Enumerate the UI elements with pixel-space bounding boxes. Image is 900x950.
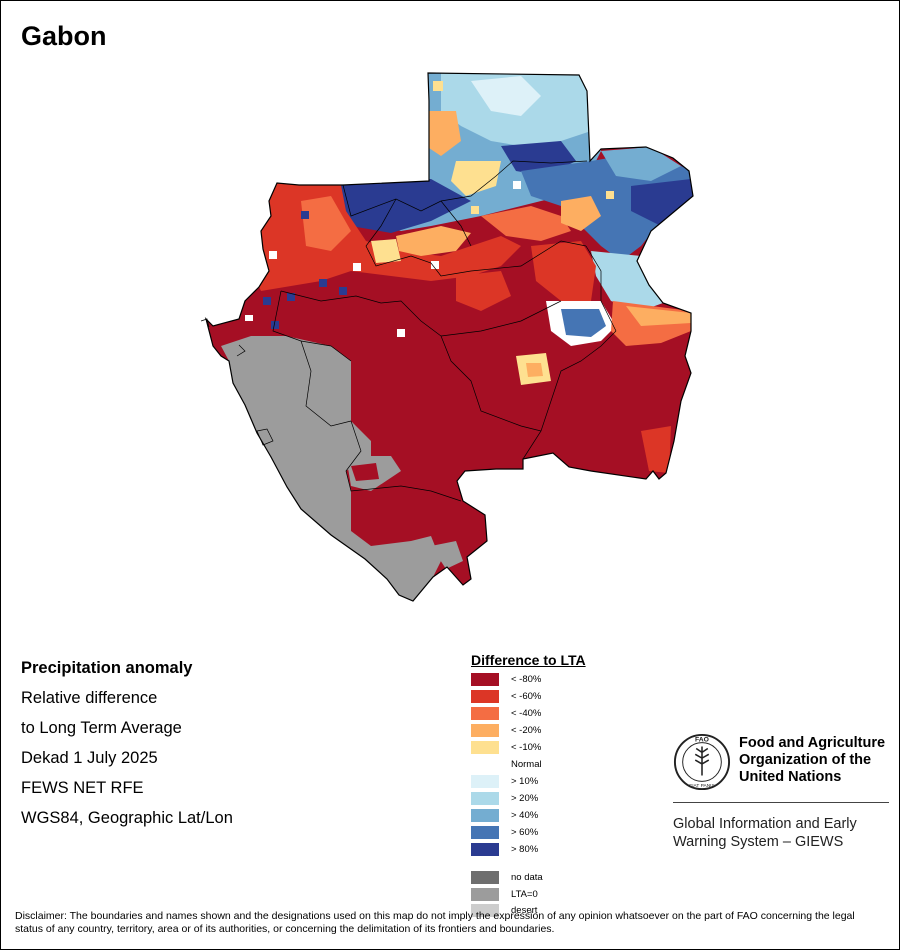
legend-item: > 60%	[471, 825, 538, 839]
fao-motto-text: FIAT PANIS	[689, 783, 715, 789]
legend-item: Normal	[511, 757, 542, 771]
legend-item: > 40%	[471, 808, 538, 822]
giews-line: Warning System – GIEWS	[673, 834, 844, 850]
legend-swatch	[471, 825, 499, 839]
legend-label: < -20%	[511, 724, 542, 736]
map-info: Precipitation anomaly Relative differenc…	[21, 657, 233, 837]
disclaimer: Disclaimer: The boundaries and names sho…	[15, 910, 855, 935]
legend-swatch	[471, 672, 499, 686]
fao-logo-text: FAO	[695, 737, 709, 744]
fao-name-line: Organization of the	[739, 752, 872, 768]
legend-label: < -80%	[511, 673, 542, 685]
legend-swatch	[471, 808, 499, 822]
legend-swatch	[471, 791, 499, 805]
legend-item: no data	[471, 870, 543, 884]
legend-item: > 80%	[471, 842, 538, 856]
giews-name: Global Information and Early Warning Sys…	[673, 815, 893, 851]
info-line: to Long Term Average	[21, 719, 182, 737]
legend-label: LTA=0	[511, 888, 538, 900]
legend-label: > 20%	[511, 792, 539, 804]
giews-line: Global Information and Early	[673, 816, 857, 832]
legend-swatch	[471, 723, 499, 737]
info-line: Relative difference	[21, 689, 158, 707]
fao-logo-icon: FAO FIAT PANIS	[673, 733, 731, 791]
legend-item: < -10%	[471, 740, 541, 754]
fao-name-line: United Nations	[739, 769, 842, 785]
legend-swatch	[471, 903, 499, 917]
fao-divider	[673, 802, 889, 803]
legend-item: < -80%	[471, 672, 541, 686]
legend-label: < -40%	[511, 707, 542, 719]
fao-name: Food and Agriculture Organization of the…	[739, 735, 899, 786]
info-heading: Precipitation anomaly	[21, 659, 193, 677]
info-line: Dekad 1 July 2025	[21, 749, 158, 767]
legend-label: no data	[511, 871, 543, 883]
fao-name-line: Food and Agriculture	[739, 735, 886, 751]
legend-item: LTA=0	[471, 887, 538, 901]
legend-item: < -40%	[471, 706, 541, 720]
legend-swatch	[471, 774, 499, 788]
legend-label: > 40%	[511, 809, 539, 821]
legend-swatch	[471, 887, 499, 901]
legend-label: desert	[511, 904, 538, 916]
legend-item: > 20%	[471, 791, 538, 805]
legend: Difference to LTA < -80% < -60% < -40% <…	[471, 652, 586, 917]
legend-label: > 60%	[511, 826, 539, 838]
legend-swatch	[471, 706, 499, 720]
legend-swatch	[471, 870, 499, 884]
legend-label: > 80%	[511, 843, 539, 855]
legend-swatch	[471, 842, 499, 856]
legend-item: < -20%	[471, 723, 541, 737]
legend-label: < -60%	[511, 690, 542, 702]
info-line: FEWS NET RFE	[21, 779, 144, 797]
legend-title: Difference to LTA	[471, 652, 586, 668]
legend-item: desert	[471, 903, 537, 917]
legend-label: Normal	[511, 758, 542, 770]
legend-swatch	[471, 740, 499, 754]
legend-label: < -10%	[511, 741, 542, 753]
legend-label: > 10%	[511, 775, 539, 787]
legend-item: < -60%	[471, 689, 541, 703]
map-title: Gabon	[21, 21, 107, 51]
info-line: WGS84, Geographic Lat/Lon	[21, 809, 233, 827]
legend-item: > 10%	[471, 774, 538, 788]
legend-swatch	[471, 689, 499, 703]
